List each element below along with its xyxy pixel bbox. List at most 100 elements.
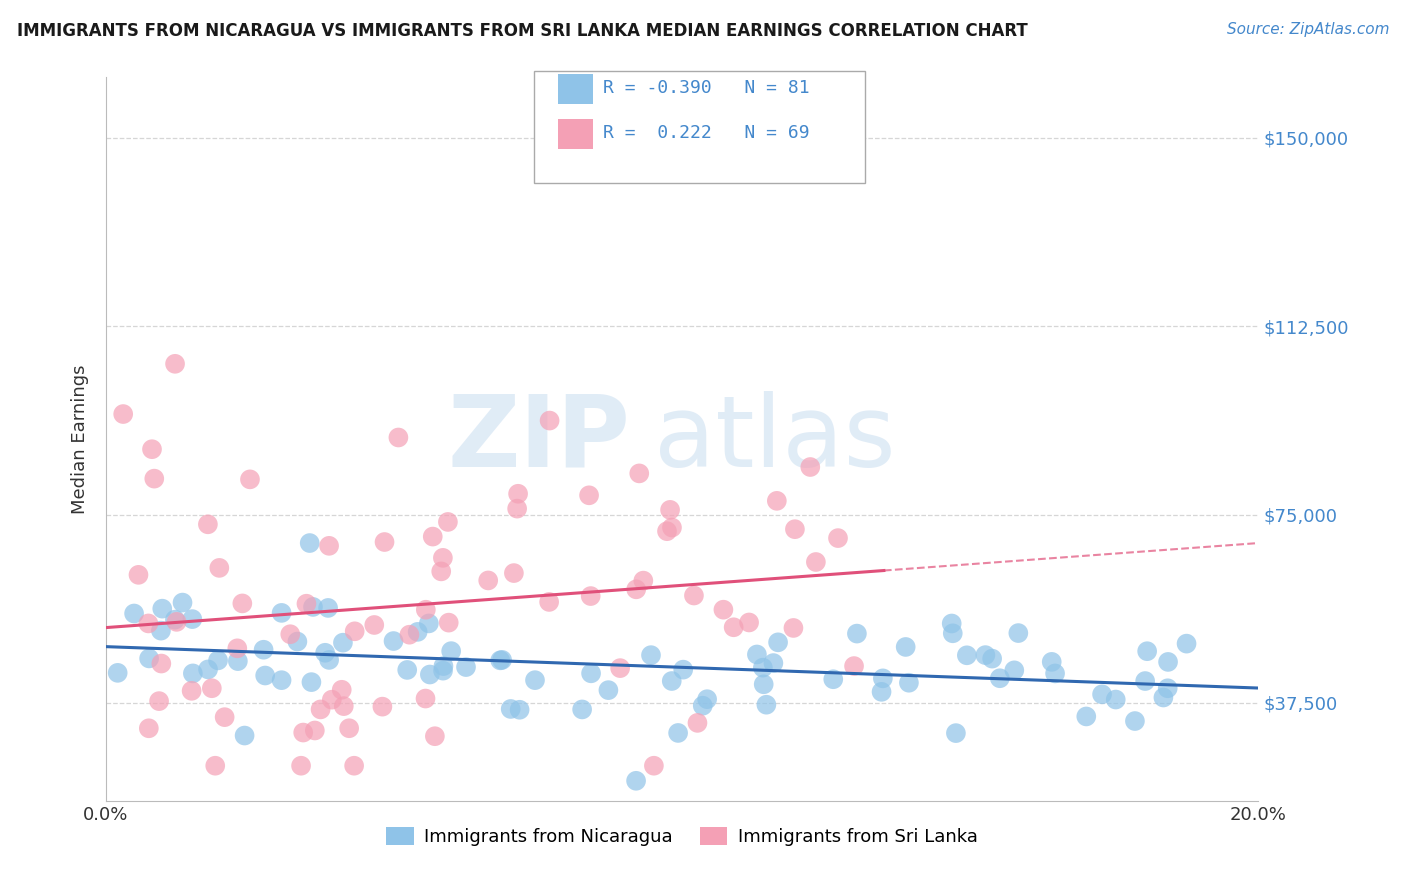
Point — [437, 515, 460, 529]
Point — [842, 659, 865, 673]
Point — [609, 661, 631, 675]
Point — [316, 601, 339, 615]
Point — [872, 671, 894, 685]
Point — [783, 522, 806, 536]
Text: R = -0.390   N = 81: R = -0.390 N = 81 — [603, 79, 810, 97]
Point — [683, 589, 706, 603]
Point — [309, 702, 332, 716]
Point — [661, 673, 683, 688]
Text: IMMIGRANTS FROM NICARAGUA VS IMMIGRANTS FROM SRI LANKA MEDIAN EARNINGS CORRELATI: IMMIGRANTS FROM NICARAGUA VS IMMIGRANTS … — [17, 22, 1028, 40]
Point — [624, 582, 647, 597]
Point — [432, 664, 454, 678]
Point — [491, 653, 513, 667]
Point — [299, 675, 322, 690]
Point — [207, 653, 229, 667]
Point — [302, 599, 325, 614]
Point — [578, 488, 600, 502]
Point — [643, 758, 665, 772]
Point — [231, 596, 253, 610]
Point — [318, 653, 340, 667]
Point — [579, 666, 602, 681]
Point — [1091, 687, 1114, 701]
Point — [897, 675, 920, 690]
Point — [150, 657, 173, 671]
Point — [314, 646, 336, 660]
Point — [628, 467, 651, 481]
Point — [598, 683, 620, 698]
Point — [233, 729, 256, 743]
Point — [226, 654, 249, 668]
Point — [197, 662, 219, 676]
Point — [208, 561, 231, 575]
Point — [696, 692, 718, 706]
Point — [112, 407, 135, 421]
Point — [738, 615, 761, 630]
Point — [432, 550, 454, 565]
Point — [287, 634, 309, 648]
Point — [894, 640, 917, 654]
Point — [1040, 655, 1063, 669]
Point — [1105, 692, 1128, 706]
Point — [165, 357, 187, 371]
Point — [298, 536, 321, 550]
Point — [752, 677, 775, 691]
Point — [371, 699, 394, 714]
Point — [149, 624, 172, 638]
Point — [239, 472, 262, 486]
Point — [387, 430, 409, 444]
Point — [1136, 644, 1159, 658]
Point — [430, 565, 453, 579]
Point — [477, 574, 499, 588]
Point — [942, 626, 965, 640]
Point — [579, 589, 602, 603]
Text: R =  0.222   N = 69: R = 0.222 N = 69 — [603, 124, 810, 142]
Point — [723, 620, 745, 634]
Point — [254, 668, 277, 682]
Point — [956, 648, 979, 663]
Point — [489, 653, 512, 667]
Point — [655, 524, 678, 539]
Point — [406, 624, 429, 639]
Point — [755, 698, 778, 712]
Point — [333, 699, 356, 714]
Point — [332, 635, 354, 649]
Point — [270, 673, 292, 688]
Point — [945, 726, 967, 740]
Point — [1157, 681, 1180, 696]
Point — [782, 621, 804, 635]
Point — [1123, 714, 1146, 728]
Point — [278, 627, 301, 641]
Point — [506, 501, 529, 516]
Point — [143, 472, 166, 486]
Point — [1175, 637, 1198, 651]
Point — [437, 615, 460, 630]
Point — [122, 607, 145, 621]
Point — [418, 616, 440, 631]
Point — [419, 667, 441, 681]
Point — [1002, 663, 1025, 677]
Text: Source: ZipAtlas.com: Source: ZipAtlas.com — [1226, 22, 1389, 37]
Point — [686, 715, 709, 730]
Text: ZIP: ZIP — [447, 391, 630, 488]
Point — [766, 635, 789, 649]
Point — [214, 710, 236, 724]
Point — [423, 729, 446, 743]
Point — [823, 672, 845, 686]
Point — [1043, 666, 1066, 681]
Point — [415, 603, 437, 617]
Point — [988, 671, 1011, 685]
Point — [295, 597, 318, 611]
Point — [509, 703, 531, 717]
Point — [974, 648, 997, 662]
Point — [415, 691, 437, 706]
Point — [713, 603, 735, 617]
Point — [624, 773, 647, 788]
Point — [373, 535, 395, 549]
Point — [692, 698, 714, 713]
Point — [659, 503, 682, 517]
Point — [870, 685, 893, 699]
Point — [799, 460, 821, 475]
Point — [396, 663, 419, 677]
Point — [226, 641, 249, 656]
Point — [138, 651, 160, 665]
